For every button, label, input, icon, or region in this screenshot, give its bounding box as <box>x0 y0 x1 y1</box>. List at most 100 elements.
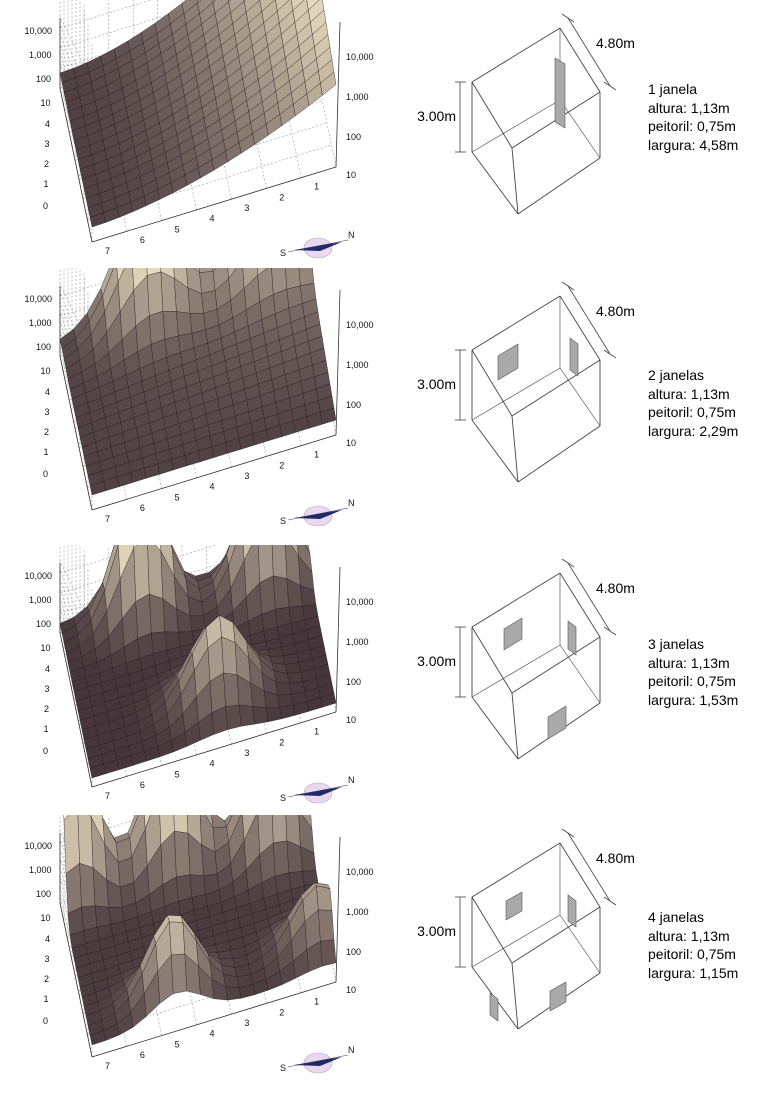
z-tick-left: 1,000 <box>29 318 52 328</box>
surface-cell <box>273 840 290 877</box>
z-tick-left: 2 <box>44 974 49 984</box>
compass-rose-icon: NS <box>280 775 355 804</box>
x-tick: 6 <box>140 503 145 513</box>
compass-south-label: S <box>280 248 286 258</box>
x-tick: 4 <box>210 1029 215 1039</box>
surface-mesh <box>59 545 337 779</box>
surface-cell <box>271 545 288 579</box>
surface-cell <box>189 874 206 898</box>
z-tick-left: 1,000 <box>29 865 52 875</box>
window-spec-line: largura: 1,15m <box>648 964 739 981</box>
surface-cell <box>118 857 134 888</box>
surface-cell <box>285 268 301 290</box>
compass-north-label: N <box>348 775 355 785</box>
x-tick: 7 <box>105 514 110 524</box>
room-diagram: 3.00m 4.80m <box>417 828 635 1030</box>
z-tick-left: 1 <box>43 994 48 1004</box>
window-spec-line: largura: 1,53m <box>648 691 739 708</box>
height-dimension <box>455 349 466 421</box>
z-tick-left: 2 <box>44 704 49 714</box>
z-tick-left: 1,000 <box>29 595 52 605</box>
window-right-wall <box>567 620 577 656</box>
surface-cell <box>225 704 242 730</box>
compass-north-label: N <box>348 1045 355 1055</box>
x-tick: 2 <box>279 192 284 202</box>
surface-cell <box>227 268 237 280</box>
compass-rose-icon: NS <box>280 498 355 527</box>
surface-cell <box>225 986 242 1001</box>
z-tick-right: 100 <box>346 132 361 142</box>
surface-mesh <box>63 815 337 1046</box>
window-spec-line: altura: 1,13m <box>648 99 730 116</box>
surface-cell <box>265 707 283 723</box>
compass-north-label: N <box>348 230 355 240</box>
z-tick-right: 100 <box>346 677 361 687</box>
surface-cell <box>135 593 152 639</box>
z-tick-right: 100 <box>346 947 361 957</box>
window-right-wall <box>554 57 566 129</box>
surface-cell <box>79 863 96 908</box>
z-tick-left: 2 <box>44 159 49 169</box>
z-tick-left: 3 <box>44 139 49 149</box>
surface-chart: 10,0001,000100104321010,0001,00010010765… <box>24 268 374 527</box>
surface-cell <box>320 407 337 425</box>
x-tick: 5 <box>175 224 180 234</box>
panel-3: 10,000 1,000 100 10 4 3 2 1 0 10,000 1,000 100 10 7 6 5… <box>0 545 764 815</box>
panel-1: 10,000 1,000 100 10 4 3 2 1 0 10,000 1,000 100 10 7 6 5… <box>0 0 764 270</box>
compass-north-label: N <box>348 498 355 508</box>
surface-cell <box>224 815 233 828</box>
surface-cell <box>211 815 227 829</box>
panel-4: 10,000 1,000 100 10 4 3 2 1 0 10,000 1,000 100 10 7 6 5… <box>0 815 764 1085</box>
surface-cell <box>127 815 139 839</box>
surface-mesh <box>59 268 337 496</box>
x-tick: 2 <box>279 1007 284 1017</box>
window-spec: 3 janelas altura: 1,13m peitoril: 0,75m lar… <box>648 635 738 709</box>
z-tick-left: 10 <box>40 643 50 653</box>
surface-cell <box>316 885 333 911</box>
x-tick: 2 <box>279 737 284 747</box>
surface-cell <box>174 830 191 878</box>
z-tick-left: 10 <box>40 98 50 108</box>
x-tick: 7 <box>105 246 110 256</box>
surface-cell <box>144 815 151 829</box>
room-height-label: 3.00m <box>417 653 456 669</box>
x-tick: 3 <box>244 1018 249 1028</box>
surface-cell <box>273 575 290 610</box>
x-tick: 6 <box>140 1050 145 1060</box>
z-tick-right: 1,000 <box>346 92 369 102</box>
window-back-wall <box>497 343 519 381</box>
room-height-label: 3.00m <box>417 108 456 124</box>
surface-cell <box>169 921 186 956</box>
surface-cell <box>149 310 166 345</box>
x-tick: 3 <box>244 471 249 481</box>
x-tick: 4 <box>210 482 215 492</box>
surface-cell <box>147 545 164 600</box>
axis-frame <box>59 286 341 511</box>
x-tick: 1 <box>314 182 319 192</box>
compass-south-label: S <box>280 516 286 526</box>
window-count-label: 1 janela <box>648 81 698 97</box>
z-tick-right: 10 <box>346 170 356 180</box>
panel-2: 10,000 1,000 100 10 4 3 2 1 0 10,000 1,000 100 10 7 6 5… <box>0 268 764 538</box>
height-dimension <box>455 81 466 153</box>
z-tick-left: 1,000 <box>29 50 52 60</box>
room-diagram: 3.00m 4.80m <box>417 13 635 215</box>
window-right-wall <box>569 337 579 377</box>
room-diagram: 3.00m 4.80m <box>417 281 635 483</box>
surface-cell <box>223 672 240 707</box>
compass-rose-icon: NS <box>280 230 355 259</box>
window-spec-line: largura: 2,29m <box>648 422 739 439</box>
surface-cell <box>176 874 193 902</box>
z-tick-left: 0 <box>43 201 48 211</box>
surface-chart: 10,0001,000100104321010,0001,00010010765… <box>24 815 374 1074</box>
z-tick-right: 100 <box>346 400 361 410</box>
window-spec-line: altura: 1,13m <box>648 927 730 944</box>
z-tick-left: 3 <box>44 954 49 964</box>
x-tick: 3 <box>244 748 249 758</box>
surface-cell <box>252 706 269 725</box>
x-tick: 1 <box>314 450 319 460</box>
window-spec: 1 janela altura: 1,13m peitoril: 0,75m larg… <box>648 80 738 154</box>
z-tick-left: 100 <box>36 889 51 899</box>
z-tick-left: 3 <box>44 684 49 694</box>
